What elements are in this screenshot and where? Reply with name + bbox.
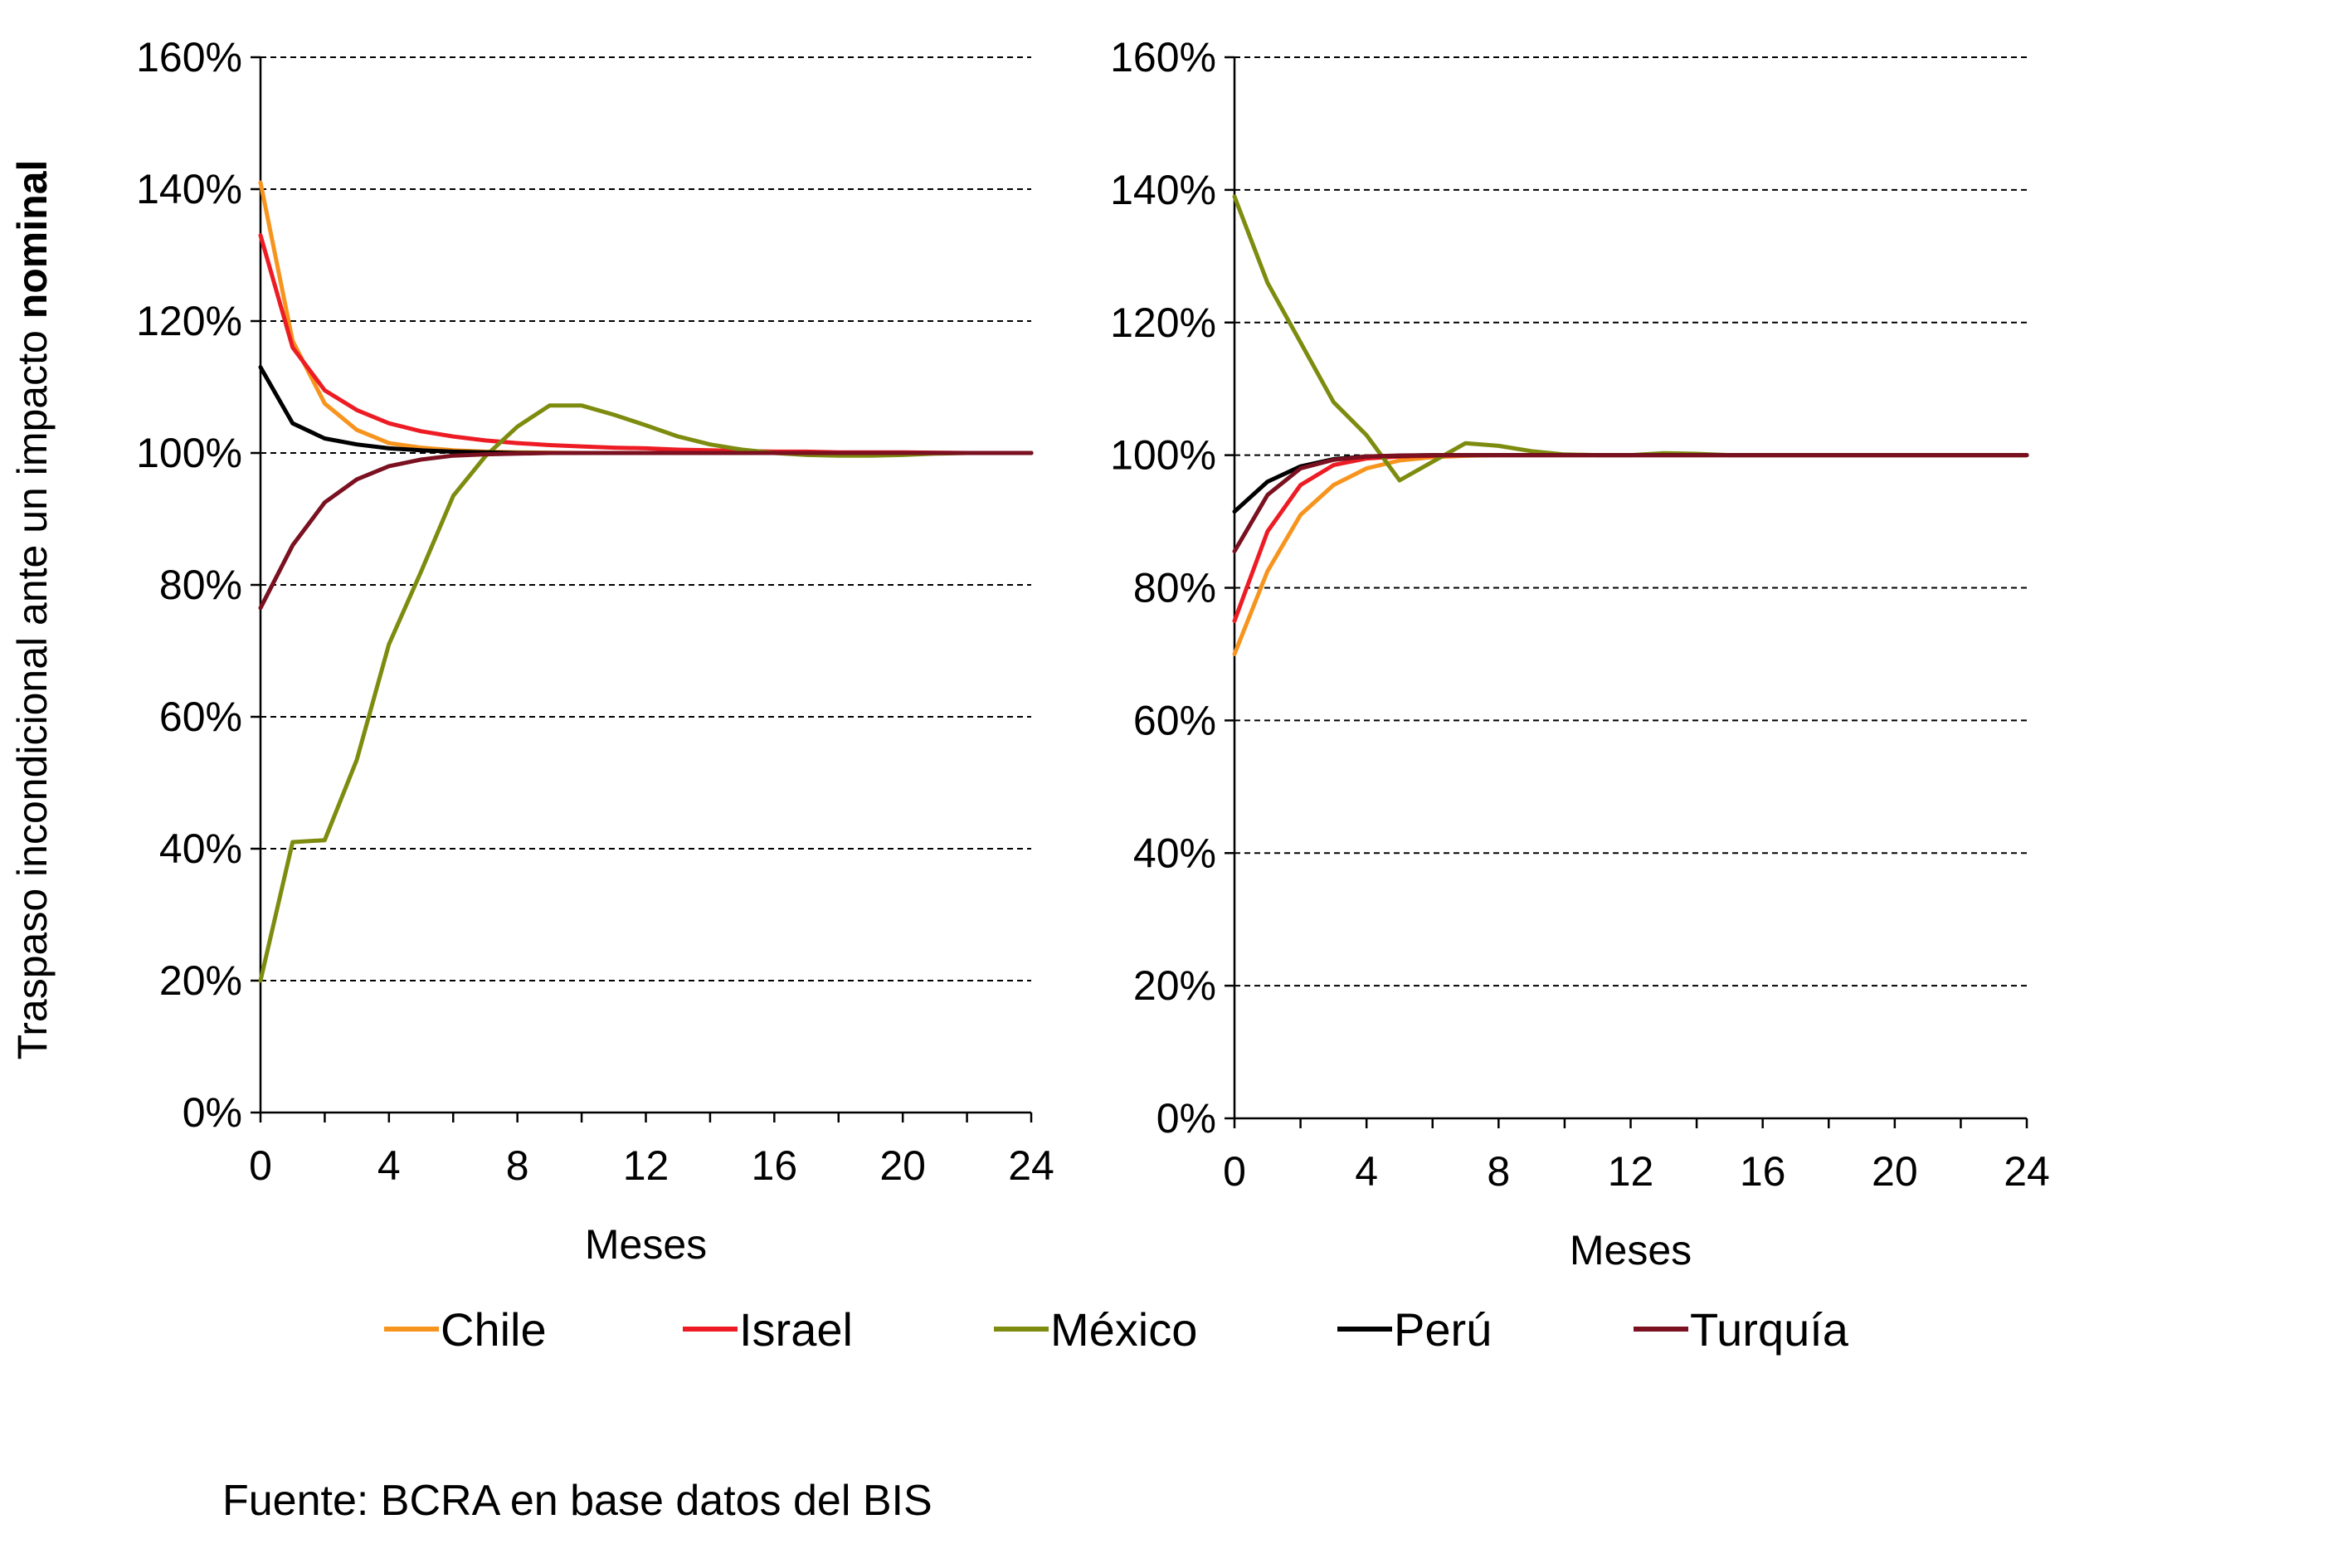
chart-panel-left: 0% 20% 40% 60% 80% 100% 120% 140% 160% 0 4 8 12 16 20 2… — [136, 34, 1054, 1268]
y-tick-label: 80% — [1133, 565, 1216, 611]
series-line-turquia — [1232, 453, 2029, 553]
x-tick-label: 24 — [1008, 1142, 1054, 1189]
x-tick-label: 0 — [1223, 1148, 1246, 1195]
y-tick-label: 120% — [1110, 299, 1216, 346]
y-tick-label: 160% — [1110, 34, 1216, 80]
y-tick-label: 20% — [1133, 962, 1216, 1009]
x-tick-label: 20 — [879, 1142, 926, 1189]
y-tick-label: 20% — [159, 957, 242, 1004]
series-line-mexico — [1232, 194, 2029, 483]
y-tick-label: 80% — [159, 562, 242, 608]
series-line-israel — [1232, 453, 2029, 623]
legend-label: Israel — [739, 1303, 853, 1356]
y-tick-label: 160% — [136, 34, 242, 80]
y-tick-label: 100% — [136, 430, 242, 476]
y-tick-label: 0% — [1157, 1095, 1216, 1142]
y-tick-label: 120% — [136, 298, 242, 344]
legend-label: México — [1050, 1303, 1197, 1356]
y-tick-label: 60% — [159, 694, 242, 740]
legend-item-mexico: México — [994, 1303, 1197, 1356]
y-axis-title-prefix: Traspaso incondicional ante un impacto — [9, 319, 56, 1059]
series-line-chile — [1232, 453, 2029, 656]
x-tick-label: 20 — [1872, 1148, 1918, 1195]
legend: Chile Israel México Perú Turquía — [384, 1303, 1849, 1356]
x-tick-label: 8 — [1487, 1148, 1510, 1195]
y-tick-label: 40% — [159, 825, 242, 872]
legend-item-israel: Israel — [683, 1303, 853, 1356]
series-line-israel — [258, 233, 1034, 455]
series-line-peru — [258, 365, 1034, 455]
legend-item-chile: Chile — [384, 1303, 547, 1356]
x-tick-label: 12 — [623, 1142, 670, 1189]
legend-label: Perú — [1394, 1303, 1492, 1356]
y-tick-label: 40% — [1133, 830, 1216, 876]
y-tick-label: 0% — [183, 1089, 242, 1136]
source-note: Fuente: BCRA en base datos del BIS — [222, 1477, 933, 1525]
legend-item-turquia: Turquía — [1634, 1303, 1849, 1356]
legend-item-peru: Perú — [1337, 1303, 1492, 1356]
y-tick-label: 100% — [1110, 432, 1216, 479]
y-tick-label: 140% — [136, 166, 242, 212]
x-tick-label: 0 — [249, 1142, 272, 1189]
x-tick-label: 16 — [1740, 1148, 1786, 1195]
legend-label: Turquía — [1690, 1303, 1849, 1356]
x-tick-label: 4 — [1355, 1148, 1378, 1195]
y-axis-title-emphasis: nominal — [9, 160, 56, 319]
series-line-turquia — [258, 450, 1034, 611]
x-axis-title: Meses — [585, 1221, 707, 1268]
x-tick-label: 24 — [2004, 1148, 2050, 1195]
series-line-chile — [258, 180, 1034, 455]
y-axis-title: Traspaso incondicional ante un impacto n… — [9, 160, 56, 1060]
x-tick-label: 8 — [506, 1142, 529, 1189]
series-line-mexico — [258, 403, 1034, 983]
legend-label: Chile — [441, 1303, 547, 1356]
x-tick-label: 4 — [377, 1142, 401, 1189]
x-axis-title: Meses — [1570, 1227, 1692, 1273]
y-tick-label: 60% — [1133, 697, 1216, 743]
series-line-peru — [1232, 453, 2029, 514]
y-tick-label: 140% — [1110, 167, 1216, 213]
x-tick-label: 16 — [752, 1142, 798, 1189]
chart-panel-right: 0% 20% 40% 60% 80% 100% 120% 140% 160% 0 4 8 12 16 20 2… — [1110, 34, 2050, 1273]
x-tick-label: 12 — [1608, 1148, 1654, 1195]
